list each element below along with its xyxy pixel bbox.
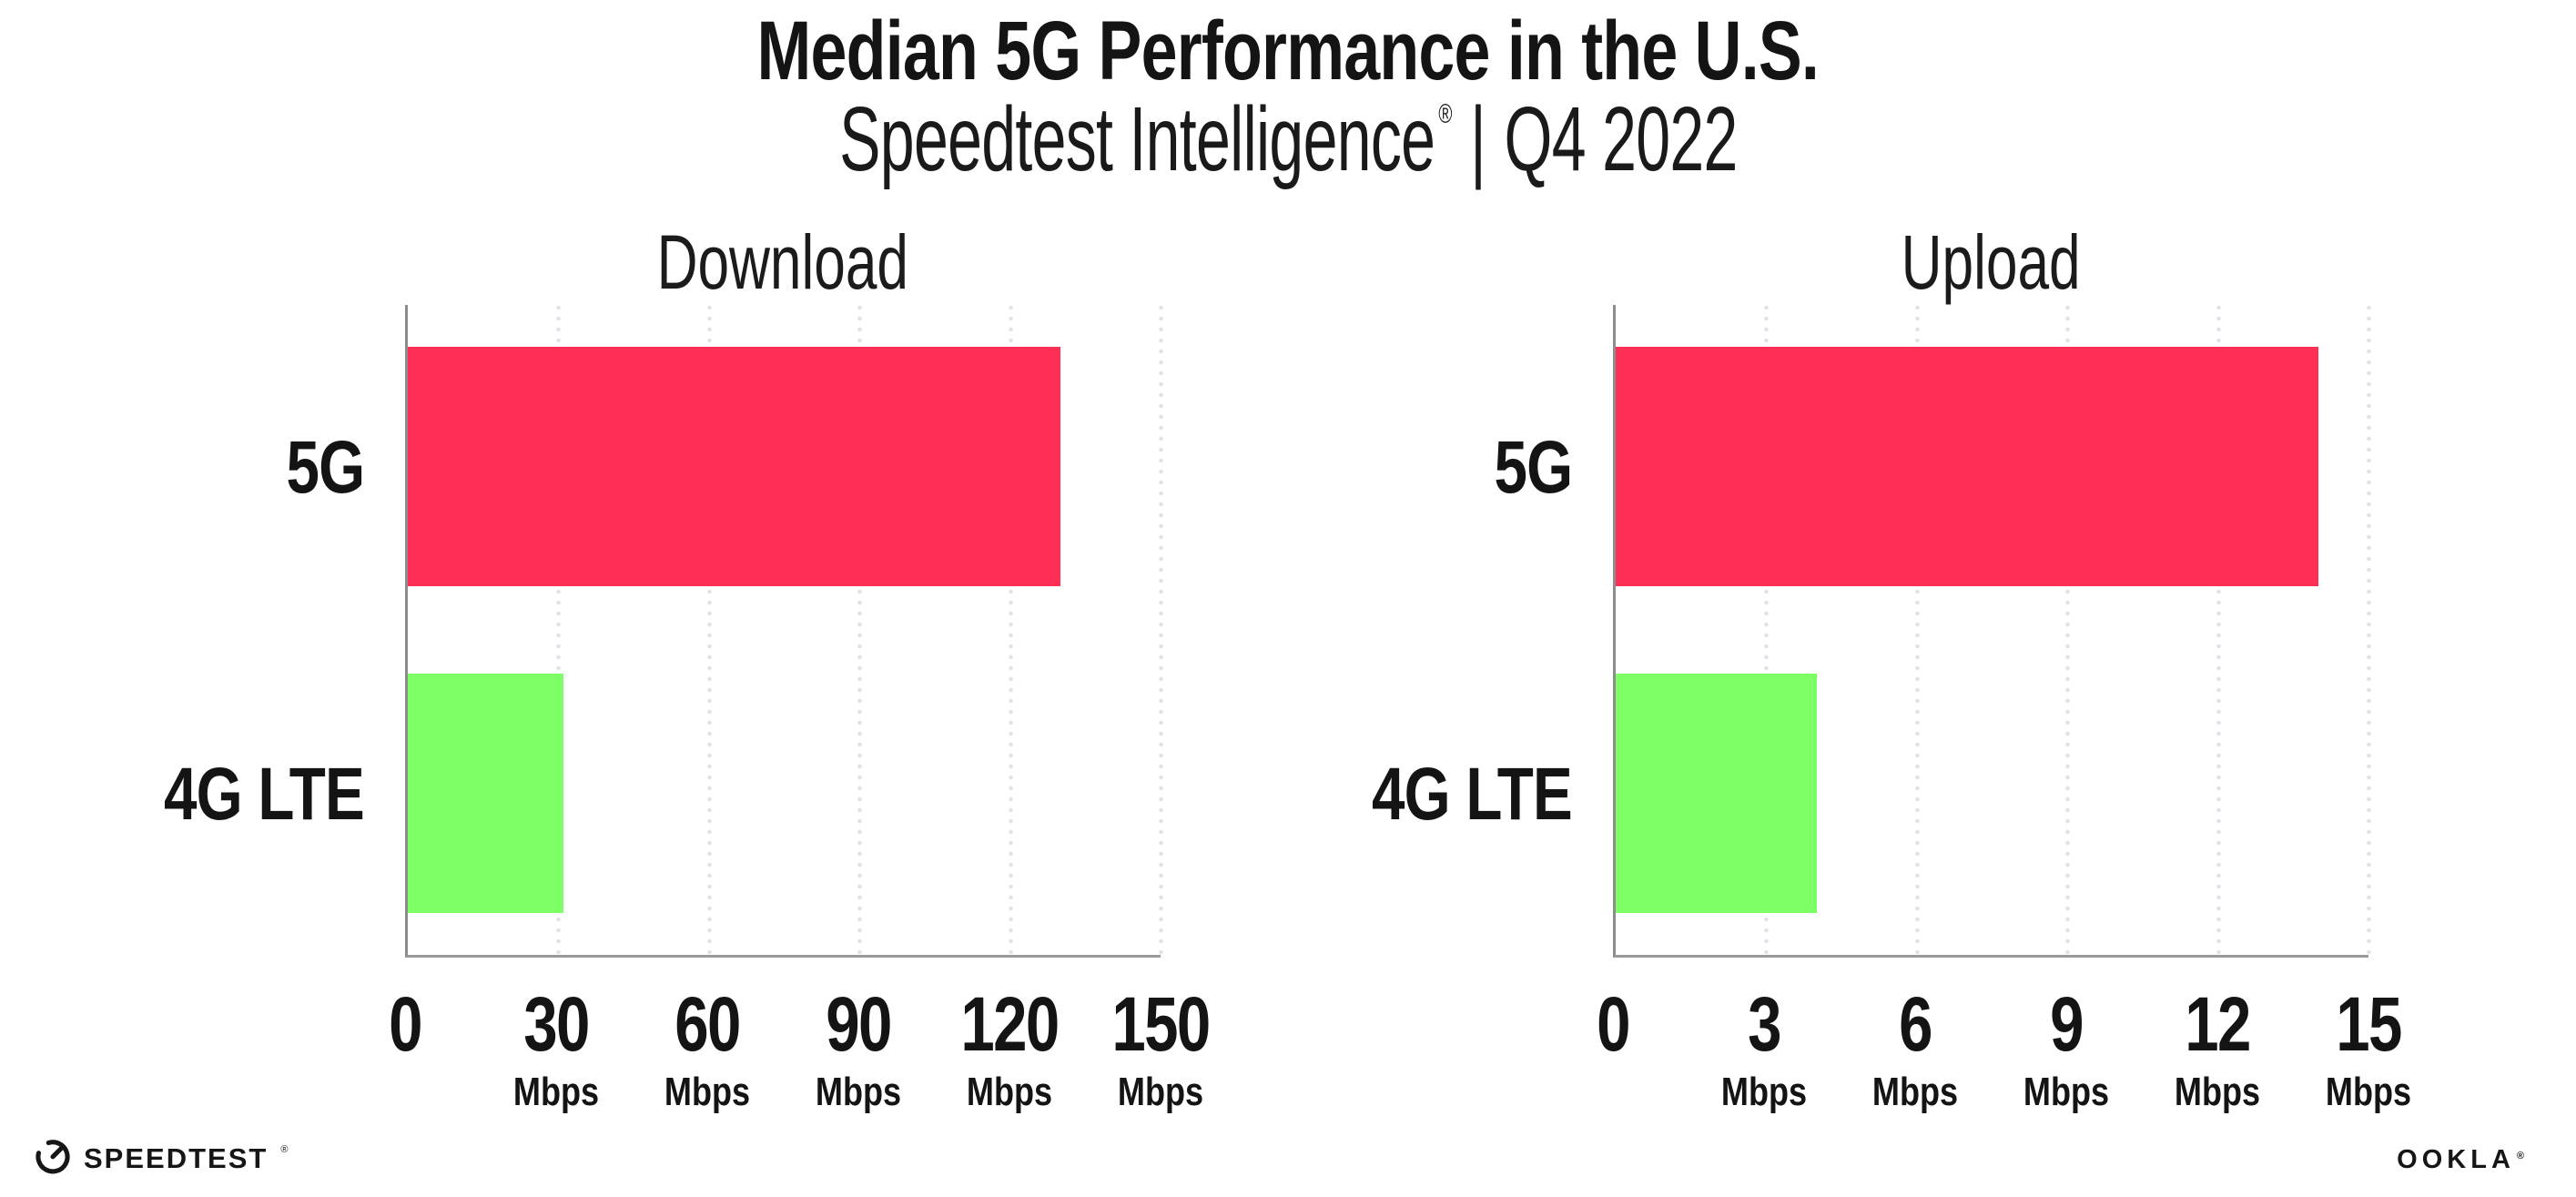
download-x-axis-labels: 0 30 Mbps 60 Mbps 90 Mbps 120 Mbps 150 Mbps [389, 981, 1211, 1154]
speedtest-gauge-icon [33, 1136, 73, 1181]
x-tick-0: 0 [1593, 981, 1634, 1067]
x-tick-6: 6 Mbps [1863, 981, 1968, 1114]
x-tick-unit: Mbps [966, 1070, 1053, 1114]
x-tick-0: 0 [385, 981, 426, 1067]
category-label-text: 4G LTE [164, 753, 365, 837]
x-tick-120: 120 Mbps [948, 981, 1070, 1114]
x-tick-unit: Mbps [2023, 1070, 2110, 1114]
upload-plot-area [1613, 305, 2371, 958]
x-tick-value: 30 [523, 981, 590, 1067]
gridline-90 [857, 305, 863, 955]
x-tick-12: 12 Mbps [2165, 981, 2270, 1114]
gridline-60 [706, 305, 712, 955]
x-tick-15: 15 Mbps [2317, 981, 2421, 1114]
x-tick-value: 60 [674, 981, 741, 1067]
x-tick-value: 9 [2050, 981, 2084, 1067]
page-title-text: Median 5G Performance in the U.S. [756, 5, 1820, 97]
x-tick-60: 60 Mbps [655, 981, 760, 1114]
download-chart-title: Download [656, 219, 909, 305]
x-tick-90: 90 Mbps [806, 981, 911, 1114]
category-label-text: 5G [286, 425, 365, 509]
speedtest-registered-icon: ® [280, 1143, 289, 1155]
subtitle-brand: Speedtest Intelligence [838, 88, 1435, 190]
upload-bar-4g-lte [1616, 673, 1817, 913]
x-tick-unit: Mbps [1117, 1070, 1204, 1114]
x-tick-unit: Mbps [815, 1070, 902, 1114]
upload-x-axis-labels: 0 3 Mbps 6 Mbps 9 Mbps 12 Mbps 15 Mbps [1597, 981, 2411, 1154]
gridline-3 [1764, 305, 1770, 955]
download-chart-panel: Download 5G 4G LTE 0 30 Mbps 60 Mbps 90 Mbps 120… [0, 218, 1293, 1161]
gridline-150 [1159, 305, 1163, 955]
gridline-6 [1914, 305, 1920, 955]
x-tick-unit: Mbps [2174, 1070, 2261, 1114]
upload-chart-title: Upload [1901, 219, 2081, 305]
category-label-5g: 5G [0, 422, 365, 513]
x-tick-value: 150 [1111, 981, 1211, 1067]
x-tick-value: 3 [1748, 981, 1781, 1067]
x-tick-unit: Mbps [2325, 1070, 2412, 1114]
page-subtitle: Speedtest Intelligence ® | Q4 2022 [0, 87, 2576, 192]
x-tick-value: 120 [960, 981, 1060, 1067]
x-tick-unit: Mbps [664, 1070, 751, 1114]
ookla-registered-icon: ® [2516, 1151, 2529, 1161]
x-tick-3: 3 Mbps [1712, 981, 1817, 1114]
download-bar-5g [408, 347, 1060, 587]
upload-chart-panel: Upload 5G 4G LTE 0 3 Mbps 6 Mbps 9 Mbps 12 Mbps 15… [1208, 218, 2500, 1161]
page-title: Median 5G Performance in the U.S. [0, 4, 2576, 99]
category-label-5g: 5G [1208, 422, 1573, 513]
x-tick-value: 12 [2185, 981, 2251, 1067]
x-tick-9: 9 Mbps [2014, 981, 2119, 1114]
x-tick-value: 0 [389, 981, 422, 1067]
x-tick-unit: Mbps [1871, 1070, 1959, 1114]
registered-trademark-icon: ® [1437, 99, 1452, 129]
x-tick-150: 150 Mbps [1100, 981, 1222, 1114]
category-label-4g-lte: 4G LTE [0, 749, 365, 840]
speedtest-wordmark: SPEEDTEST [84, 1141, 269, 1174]
upload-bar-5g [1616, 347, 2318, 587]
category-label-4g-lte: 4G LTE [1208, 749, 1573, 840]
gridline-9 [2065, 305, 2071, 955]
x-tick-unit: Mbps [512, 1070, 600, 1114]
gridline-120 [1008, 305, 1013, 955]
download-bar-4g-lte [408, 673, 563, 913]
gridline-12 [2216, 305, 2221, 955]
subtitle-separator: | [1469, 88, 1486, 190]
x-tick-unit: Mbps [1720, 1070, 1808, 1114]
x-tick-value: 15 [2336, 981, 2402, 1067]
x-tick-value: 0 [1597, 981, 1630, 1067]
ookla-wordmark: OOKLA [2397, 1145, 2515, 1174]
gridline-30 [556, 305, 562, 955]
subtitle-period: Q4 2022 [1504, 88, 1738, 190]
x-tick-value: 6 [1899, 981, 1932, 1067]
download-plot-area [405, 305, 1163, 958]
ookla-logo: OOKLA ® [2397, 1145, 2529, 1175]
speedtest-logo: SPEEDTEST ® [33, 1136, 288, 1181]
category-label-text: 4G LTE [1372, 753, 1573, 837]
x-tick-30: 30 Mbps [504, 981, 609, 1114]
gridline-15 [2367, 305, 2371, 955]
category-label-text: 5G [1494, 425, 1573, 509]
x-tick-value: 90 [826, 981, 892, 1067]
